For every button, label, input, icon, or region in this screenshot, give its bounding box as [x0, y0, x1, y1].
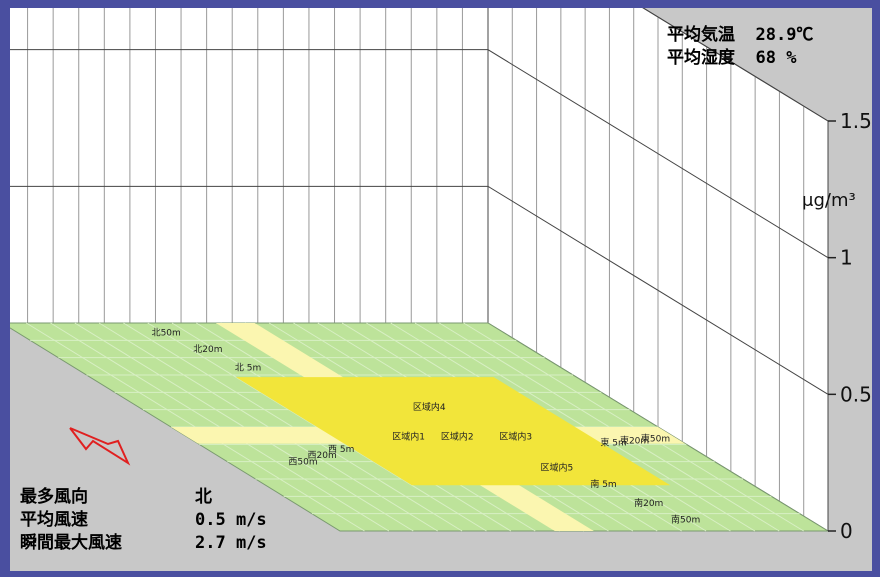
z-axis: 0 0.5 1 1.5 μg/m³ — [802, 109, 872, 543]
location-label: 区域内1 — [392, 430, 425, 442]
location-label: 南50m — [671, 514, 700, 526]
z-level-line — [642, 8, 829, 122]
z-tick-label: 0 — [840, 519, 853, 543]
temperature-label: 平均気温 — [667, 25, 735, 45]
z-unit-label: μg/m³ — [802, 190, 856, 211]
floor-labels: 区域内1 区域内2 区域内3 区域内4 区域内5 北 5m 北20m 北50m 西 5m西20m… — [152, 327, 701, 525]
temperature-row: 平均気温 28.9℃ — [667, 25, 813, 46]
humidity-row: 平均湿度 68 % — [667, 48, 796, 69]
location-label: 東 5m — [600, 437, 626, 449]
location-label: 西20m — [308, 450, 337, 461]
location-label: 区域内4 — [413, 401, 446, 413]
back-wall-grid — [27, 8, 463, 323]
z-tick-label: 1.5 — [840, 109, 872, 133]
location-label: 南20m — [634, 497, 663, 509]
wind-arrow-icon — [69, 427, 131, 466]
wind-gust-label: 瞬間最大風速 — [20, 533, 122, 553]
humidity-label: 平均湿度 — [667, 48, 735, 68]
location-label: 西 5m — [328, 444, 354, 455]
location-label: 区域内5 — [541, 462, 574, 474]
wind-direction-value: 北 — [195, 487, 212, 507]
temperature-value: 28.9℃ — [755, 25, 814, 45]
side-wall-grid — [511, 8, 805, 517]
wind-direction-row: 最多風向 北 — [20, 487, 212, 508]
back-wall — [10, 8, 489, 324]
wind-gust-value: 2.7 m/s — [195, 533, 267, 553]
chart-panel: 区域内1 区域内2 区域内3 区域内4 区域内5 北 5m 北20m 北50m 西 5m 西20m… — [10, 8, 872, 571]
location-label: 北50m — [152, 327, 181, 338]
location-label: 東20m — [620, 434, 649, 446]
z-tick-label: 1 — [840, 246, 853, 270]
location-label: 東50m — [641, 432, 670, 444]
z-level-line — [10, 185, 829, 395]
humidity-value: 68 % — [755, 48, 797, 68]
wind-direction-label: 最多風向 — [20, 487, 88, 507]
wind-speed-label: 平均風速 — [20, 510, 88, 530]
wind-gust-row: 瞬間最大風速 2.7 m/s — [20, 533, 267, 554]
location-label: 南 5m — [590, 478, 616, 490]
z-tick-label: 0.5 — [840, 382, 872, 406]
location-label: 北20m — [193, 344, 222, 355]
z-level-line — [10, 49, 829, 259]
location-label: 西50m — [288, 456, 317, 467]
wind-speed-value: 0.5 m/s — [195, 510, 267, 530]
location-label: 区域内3 — [499, 430, 532, 442]
location-label: 区域内2 — [441, 430, 474, 442]
chart-3d: 区域内1 区域内2 区域内3 区域内4 区域内5 北 5m 北20m 北50m 西 5m西20m… — [10, 8, 872, 543]
wind-speed-row: 平均風速 0.5 m/s — [20, 510, 267, 531]
location-label: 北 5m — [235, 363, 261, 374]
district-area — [235, 377, 671, 486]
